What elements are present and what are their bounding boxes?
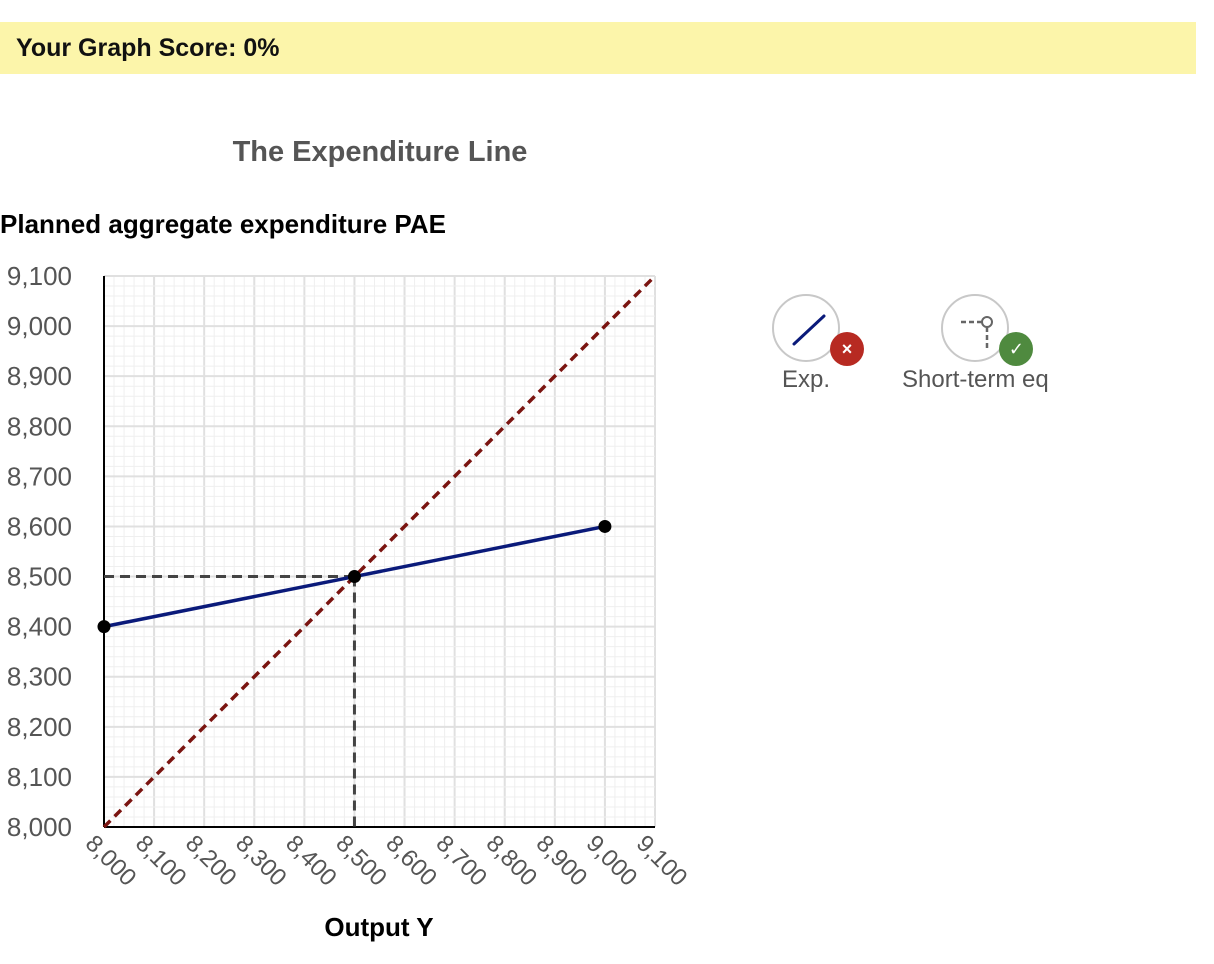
- expenditure-point[interactable]: [598, 519, 612, 533]
- x-tick-label: 8,100: [130, 830, 192, 892]
- x-tick-label: 8,500: [330, 830, 392, 892]
- tool-label: Exp.: [781, 366, 831, 393]
- y-tick-label: 8,200: [7, 712, 72, 742]
- y-tick-label: 9,100: [7, 261, 72, 291]
- y-tick-label: 8,000: [7, 812, 72, 842]
- y-tick-label: 8,300: [7, 662, 72, 692]
- tool-expenditure-line[interactable]: × Exp.: [772, 294, 864, 394]
- y-tick-label: 8,100: [7, 762, 72, 792]
- equilibrium-point-icon: [961, 316, 994, 348]
- x-axis-title: Output Y: [324, 912, 434, 942]
- y-axis-title: Planned aggregate expenditure PAE: [0, 209, 446, 239]
- x-tick-label: 8,300: [230, 830, 292, 892]
- y-tick-label: 8,800: [7, 411, 72, 441]
- forty-five-degree-line[interactable]: [102, 274, 657, 829]
- data-points[interactable]: [97, 519, 612, 634]
- y-tick-label: 8,600: [7, 511, 72, 541]
- correct-badge-icon: ✓: [999, 332, 1034, 366]
- chart-title: The Expenditure Line: [232, 136, 528, 168]
- x-tick-label: 8,700: [431, 830, 493, 892]
- tool-short-term-equilibrium-button[interactable]: ✓: [941, 294, 1034, 366]
- incorrect-badge-icon: ×: [830, 332, 864, 366]
- y-tick-label: 8,400: [7, 612, 72, 642]
- x-tick-label: 8,900: [531, 830, 593, 892]
- x-tick-label: 9,100: [631, 830, 693, 892]
- expenditure-point[interactable]: [347, 570, 361, 584]
- tool-expenditure-line-button[interactable]: ×: [772, 294, 864, 366]
- expenditure-point[interactable]: [97, 620, 111, 634]
- x-tick-label: 8,600: [380, 830, 442, 892]
- x-tick-label: 8,400: [280, 830, 342, 892]
- series-lines[interactable]: [102, 274, 657, 829]
- y-tick-label: 8,900: [7, 361, 72, 391]
- status-glyph: ×: [841, 338, 853, 359]
- tool-label: Short-term eq: [902, 366, 1049, 393]
- axes: [103, 276, 655, 828]
- x-tick-label: 8,000: [80, 830, 142, 892]
- x-tick-label: 8,200: [180, 830, 242, 892]
- graph-score-text: Your Graph Score: 0%: [16, 33, 280, 62]
- status-glyph: ✓: [1008, 338, 1024, 359]
- y-tick-label: 8,500: [7, 562, 72, 592]
- graph-score-banner: Your Graph Score: 0%: [0, 22, 1196, 74]
- y-tick-label: 9,000: [7, 311, 72, 341]
- x-tick-label: 9,000: [581, 830, 643, 892]
- line-icon: [792, 314, 826, 346]
- tool-short-term-equilibrium[interactable]: ✓ Short-term eq: [902, 294, 1049, 394]
- x-tick-label: 8,800: [481, 830, 543, 892]
- y-tick-label: 8,700: [7, 461, 72, 491]
- expenditure-chart[interactable]: 8,0008,1008,2008,3008,4008,5008,6008,700…: [0, 0, 760, 900]
